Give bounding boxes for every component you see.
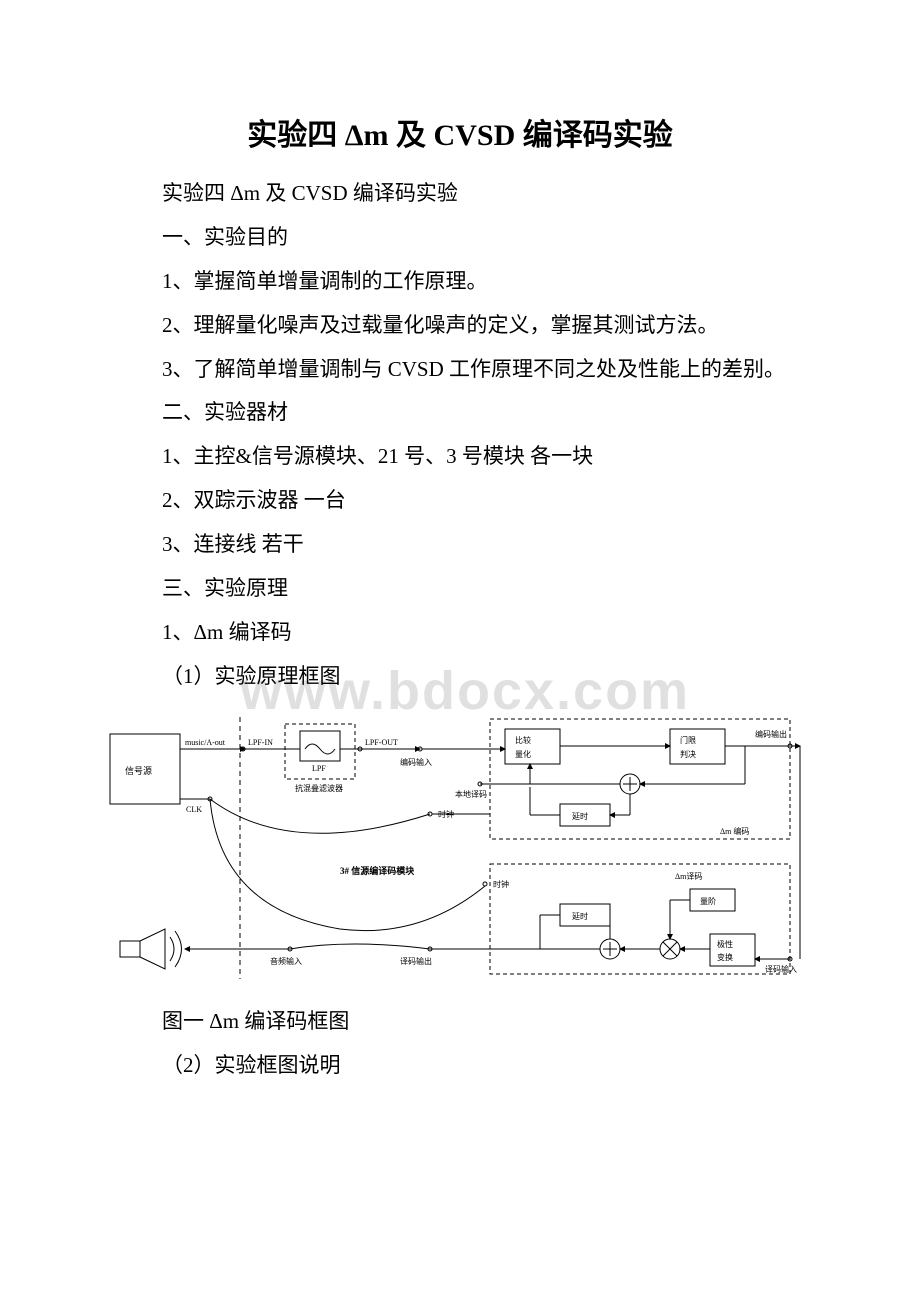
diag-compare-2: 量化 [515, 749, 531, 759]
diag-local-decode: 本地译码 [455, 789, 487, 799]
diag-lpf: LPF [312, 764, 326, 773]
diag-decode-out: 译码输出 [400, 956, 432, 966]
para-3-1-2: （2）实验框图说明 [120, 1046, 800, 1086]
diag-lpf-in: LPF-IN [248, 738, 273, 747]
diag-lpf-out: LPF-OUT [365, 738, 398, 747]
diag-module-label: 3# 信源编译码模块 [340, 865, 415, 876]
diag-polarity-1: 极性 [717, 939, 733, 949]
para-section-1: 一、实验目的 [120, 218, 800, 258]
block-diagram: 信号源 music/A-out LPF-IN LPF 抗混叠滤波器 LPF-OU… [90, 709, 810, 994]
diag-delay-2: 延时 [572, 911, 588, 921]
diag-encode-in: 编码输入 [400, 757, 432, 767]
page-title: 实验四 Δm 及 CVSD 编译码实验 [120, 110, 800, 154]
diag-lpf-label: 抗混叠滤波器 [295, 783, 343, 793]
diag-threshold-1: 门限 [680, 735, 696, 745]
para-section-2: 二、实验器材 [120, 393, 800, 433]
diag-delay-1: 延时 [572, 811, 588, 821]
diag-clock-2: 时钟 [493, 879, 509, 889]
diag-threshold-2: 判决 [680, 749, 696, 759]
para-section-3: 三、实验原理 [120, 569, 800, 609]
diag-dm-encode: Δm 编码 [720, 826, 749, 836]
para-3-1: 1、Δm 编译码 [120, 613, 800, 653]
para-2-3: 3、连接线 若干 [120, 525, 800, 565]
para-2-1: 1、主控&信号源模块、21 号、3 号模块 各一块 [120, 437, 800, 477]
diag-step: 量阶 [700, 896, 716, 906]
para-fig-caption: 图一 Δm 编译码框图 [120, 1002, 800, 1042]
para-2-2: 2、双踪示波器 一台 [120, 481, 800, 521]
speaker-icon [120, 929, 182, 969]
diag-music-out: music/A-out [185, 738, 226, 747]
para-subtitle: 实验四 Δm 及 CVSD 编译码实验 [120, 174, 800, 214]
diag-clk: CLK [186, 805, 202, 814]
diag-polarity-2: 变换 [717, 952, 733, 962]
diag-dm-decode: Δm译码 [675, 872, 702, 881]
diag-signal-source: 信号源 [125, 765, 152, 776]
document-content: 实验四 Δm 及 CVSD 编译码实验 实验四 Δm 及 CVSD 编译码实验 … [120, 110, 800, 1085]
diag-compare-1: 比较 [515, 735, 531, 745]
diag-decode-in: 译码输入 [765, 964, 797, 974]
para-1-2: 2、理解量化噪声及过载量化噪声的定义，掌握其测试方法。 [120, 306, 800, 346]
diag-encode-out: 编码输出 [755, 729, 787, 739]
para-1-3: 3、了解简单增量调制与 CVSD 工作原理不同之处及性能上的差别。 [120, 350, 800, 390]
diag-audio-in: 音频输入 [270, 956, 302, 966]
para-3-1-1: （1）实验原理框图 [120, 657, 800, 697]
para-1-1: 1、掌握简单增量调制的工作原理。 [120, 262, 800, 302]
